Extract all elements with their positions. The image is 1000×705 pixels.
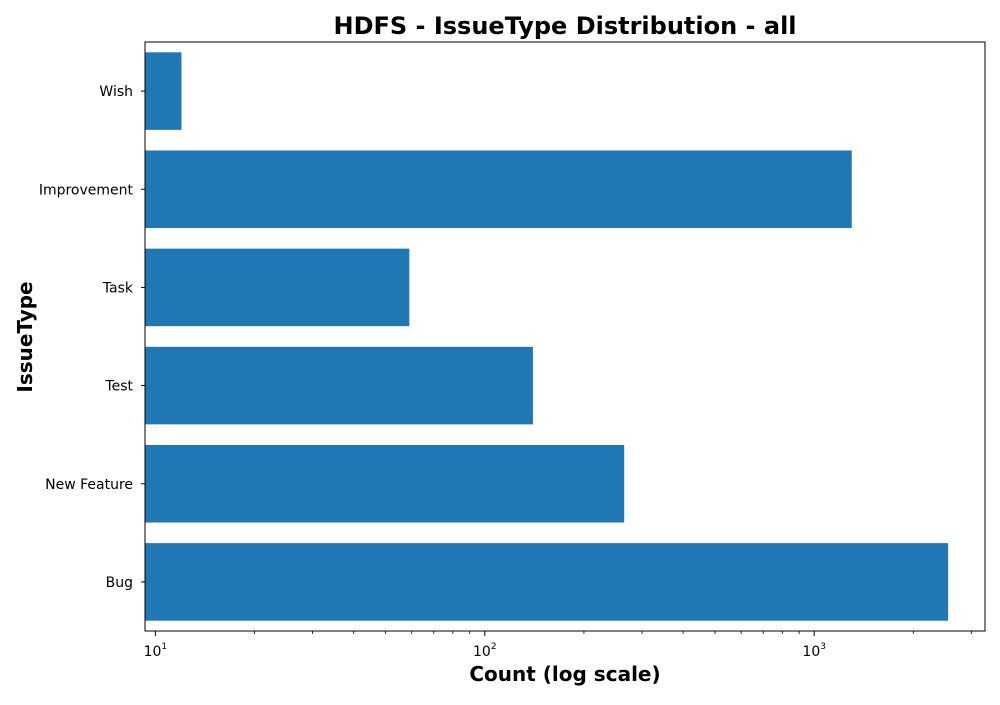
bar-wish	[145, 52, 182, 130]
x-tick-label: 101	[144, 642, 168, 660]
x-tick-label: 103	[802, 642, 826, 660]
x-axis-label: Count (log scale)	[469, 662, 660, 686]
x-tick-label: 102	[473, 642, 497, 660]
bar-task	[145, 248, 410, 327]
bar-bug	[145, 543, 949, 621]
y-tick-label: Improvement	[39, 182, 134, 198]
y-axis-label: IssueType	[13, 281, 37, 392]
x-axis: 101 102 103	[144, 631, 972, 660]
bar-improvement	[145, 150, 852, 229]
chart-title: HDFS - IssueType Distribution - all	[333, 12, 796, 40]
y-tick-label: Test	[104, 379, 133, 395]
bar-test	[145, 346, 533, 425]
y-tick-label: Bug	[106, 575, 133, 591]
bar-new-feature	[145, 444, 625, 523]
y-axis: Bug New Feature Test Task Improvement Wish	[39, 84, 145, 591]
y-tick-label: Task	[102, 280, 134, 296]
plot-frame	[144, 41, 986, 632]
y-tick-label: Wish	[99, 84, 133, 100]
y-tick-label: New Feature	[45, 477, 133, 493]
bars-layer	[145, 52, 949, 621]
